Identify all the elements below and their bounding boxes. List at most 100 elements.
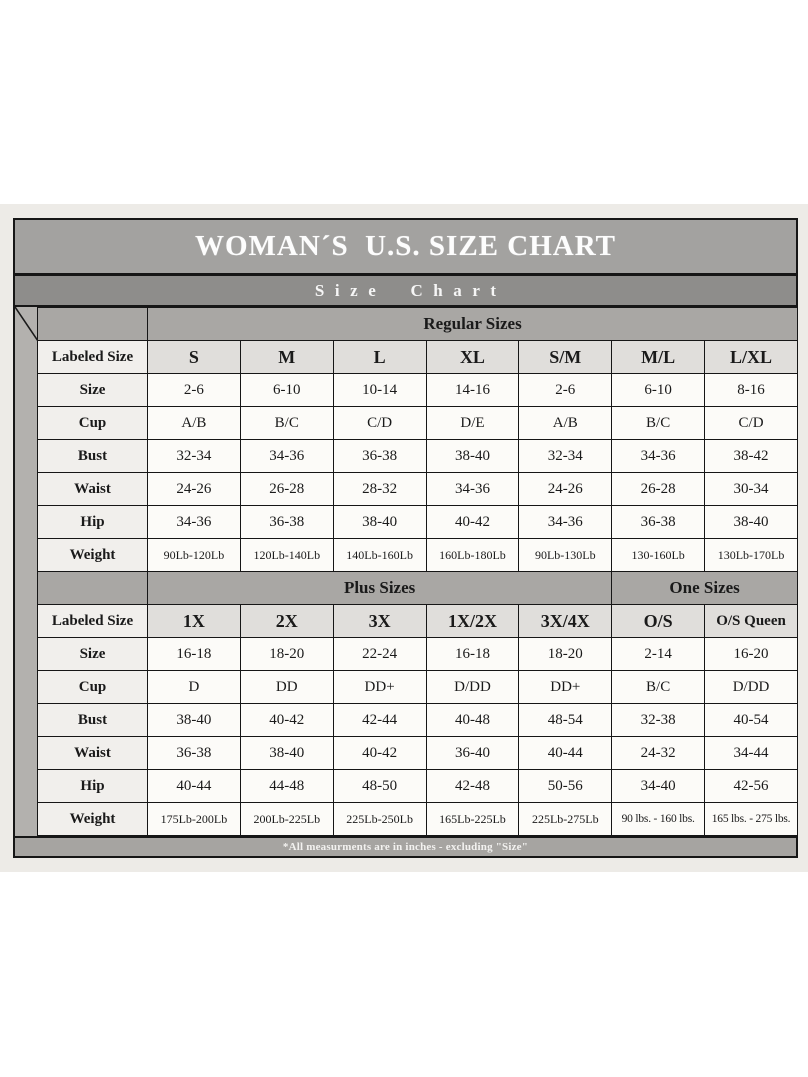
data-cell: 16-18	[147, 637, 241, 671]
row-label-cell: Cup	[37, 670, 148, 704]
data-cell: 26-28	[611, 472, 706, 506]
data-cell: C/D	[332, 406, 427, 440]
data-cell: 44-48	[239, 769, 334, 803]
data-cell: DD+	[518, 670, 613, 704]
row-label-cell: Bust	[37, 439, 148, 473]
data-cell: 38-40	[147, 703, 241, 737]
regular-column-header-row: Labeled Size S M L XL S/M M/L L/XL	[37, 340, 798, 374]
chart-subtitle-band: Size Chart	[15, 276, 796, 307]
column-header-cell: O/S Queen	[704, 604, 798, 638]
column-header-cell: M	[239, 340, 334, 374]
data-cell: 90Lb-120Lb	[147, 538, 241, 572]
row-label-cell: Weight	[37, 538, 148, 572]
data-cell: 38-40	[425, 439, 520, 473]
data-cell: B/C	[611, 670, 706, 704]
plus-section-band-row: Plus Sizes One Sizes	[37, 571, 798, 605]
data-cell: DD	[239, 670, 334, 704]
row-label-cell: Cup	[37, 406, 148, 440]
data-cell: 22-24	[332, 637, 427, 671]
column-header-cell: O/S	[611, 604, 706, 638]
data-cell: 16-18	[425, 637, 520, 671]
footnote-band: *All measurments are in inches - excludi…	[15, 836, 796, 856]
data-cell: 24-26	[147, 472, 241, 506]
plus-row-size: Size 16-18 18-20 22-24 16-18 18-20 2-14 16-20	[37, 637, 798, 671]
data-cell: 48-50	[332, 769, 427, 803]
plus-band-corner-cell	[37, 571, 148, 605]
plus-row-weight: Weight 175Lb-200Lb 200Lb-225Lb 225Lb-250Lb 1…	[37, 802, 798, 836]
data-cell: 48-54	[518, 703, 613, 737]
data-cell: A/B	[518, 406, 613, 440]
data-cell: 6-10	[611, 373, 706, 407]
data-cell: C/D	[704, 406, 798, 440]
plus-labeled-size-cell: Labeled Size	[37, 604, 148, 638]
data-cell: 34-36	[239, 439, 334, 473]
size-chart-panel: WOMAN´S U.S. SIZE CHART Size Chart Regul…	[13, 218, 798, 858]
data-cell: 38-42	[704, 439, 798, 473]
data-cell: 2-6	[147, 373, 241, 407]
data-cell: 26-28	[239, 472, 334, 506]
data-cell: 120Lb-140Lb	[239, 538, 334, 572]
data-cell: D/DD	[704, 670, 798, 704]
row-label-cell: Hip	[37, 769, 148, 803]
data-cell: 160Lb-180Lb	[425, 538, 520, 572]
column-header-cell: S/M	[518, 340, 613, 374]
column-header-cell: 3X	[332, 604, 427, 638]
data-cell: 40-44	[518, 736, 613, 770]
data-cell: D/DD	[425, 670, 520, 704]
chart-title-band: WOMAN´S U.S. SIZE CHART	[15, 220, 796, 276]
data-cell: 32-34	[147, 439, 241, 473]
data-cell: 34-44	[704, 736, 798, 770]
data-cell: 32-34	[518, 439, 613, 473]
data-cell: 42-48	[425, 769, 520, 803]
data-cell: 38-40	[239, 736, 334, 770]
corner-diagonal-line	[15, 307, 38, 341]
data-cell: 34-36	[425, 472, 520, 506]
row-label-cell: Weight	[37, 802, 148, 836]
data-cell: 36-38	[332, 439, 427, 473]
data-cell: 38-40	[704, 505, 798, 539]
plus-column-header-row: Labeled Size 1X 2X 3X 1X/2X 3X/4X O/S O/S Queen	[37, 604, 798, 638]
column-header-cell: L	[332, 340, 427, 374]
data-cell: 225Lb-250Lb	[332, 802, 427, 836]
data-cell: 36-38	[239, 505, 334, 539]
data-cell: 90 lbs. - 160 lbs.	[611, 802, 706, 836]
data-cell: 140Lb-160Lb	[332, 538, 427, 572]
row-label-cell: Size	[37, 637, 148, 671]
data-cell: B/C	[611, 406, 706, 440]
column-header-cell: S	[147, 340, 241, 374]
data-cell: 24-32	[611, 736, 706, 770]
data-cell: 175Lb-200Lb	[147, 802, 241, 836]
column-header-cell: 3X/4X	[518, 604, 613, 638]
column-header-cell: 1X/2X	[425, 604, 520, 638]
data-cell: 165 lbs. - 275 lbs.	[704, 802, 798, 836]
row-label-cell: Hip	[37, 505, 148, 539]
data-cell: 8-16	[704, 373, 798, 407]
row-label-cell: Waist	[37, 472, 148, 506]
data-cell: 90Lb-130Lb	[518, 538, 613, 572]
data-cell: 40-48	[425, 703, 520, 737]
plus-row-waist: Waist 36-38 38-40 40-42 36-40 40-44 24-32 34-44	[37, 736, 798, 770]
size-table: Regular Sizes Labeled Size S M L XL S/M M/L L/XL…	[37, 307, 798, 836]
data-cell: 40-54	[704, 703, 798, 737]
regular-row-waist: Waist 24-26 26-28 28-32 34-36 24-26 26-28 30-34	[37, 472, 798, 506]
data-cell: 18-20	[239, 637, 334, 671]
section-title-regular-sizes: Regular Sizes	[147, 307, 798, 341]
data-cell: DD+	[332, 670, 427, 704]
data-cell: 28-32	[332, 472, 427, 506]
data-cell: 30-34	[704, 472, 798, 506]
column-header-cell: 1X	[147, 604, 241, 638]
data-cell: 36-38	[147, 736, 241, 770]
data-cell: 40-44	[147, 769, 241, 803]
data-cell: 40-42	[332, 736, 427, 770]
plus-row-bust: Bust 38-40 40-42 42-44 40-48 48-54 32-38 40-54	[37, 703, 798, 737]
regular-row-weight: Weight 90Lb-120Lb 120Lb-140Lb 140Lb-160Lb 16…	[37, 538, 798, 572]
data-cell: D/E	[425, 406, 520, 440]
data-cell: 42-44	[332, 703, 427, 737]
regular-row-size: Size 2-6 6-10 10-14 14-16 2-6 6-10 8-16	[37, 373, 798, 407]
data-cell: 130Lb-170Lb	[704, 538, 798, 572]
plus-row-cup: Cup D DD DD+ D/DD DD+ B/C D/DD	[37, 670, 798, 704]
regular-row-hip: Hip 34-36 36-38 38-40 40-42 34-36 36-38 38-40	[37, 505, 798, 539]
column-header-cell: 2X	[239, 604, 334, 638]
row-label-cell: Waist	[37, 736, 148, 770]
section-title-plus-sizes: Plus Sizes	[146, 571, 613, 605]
